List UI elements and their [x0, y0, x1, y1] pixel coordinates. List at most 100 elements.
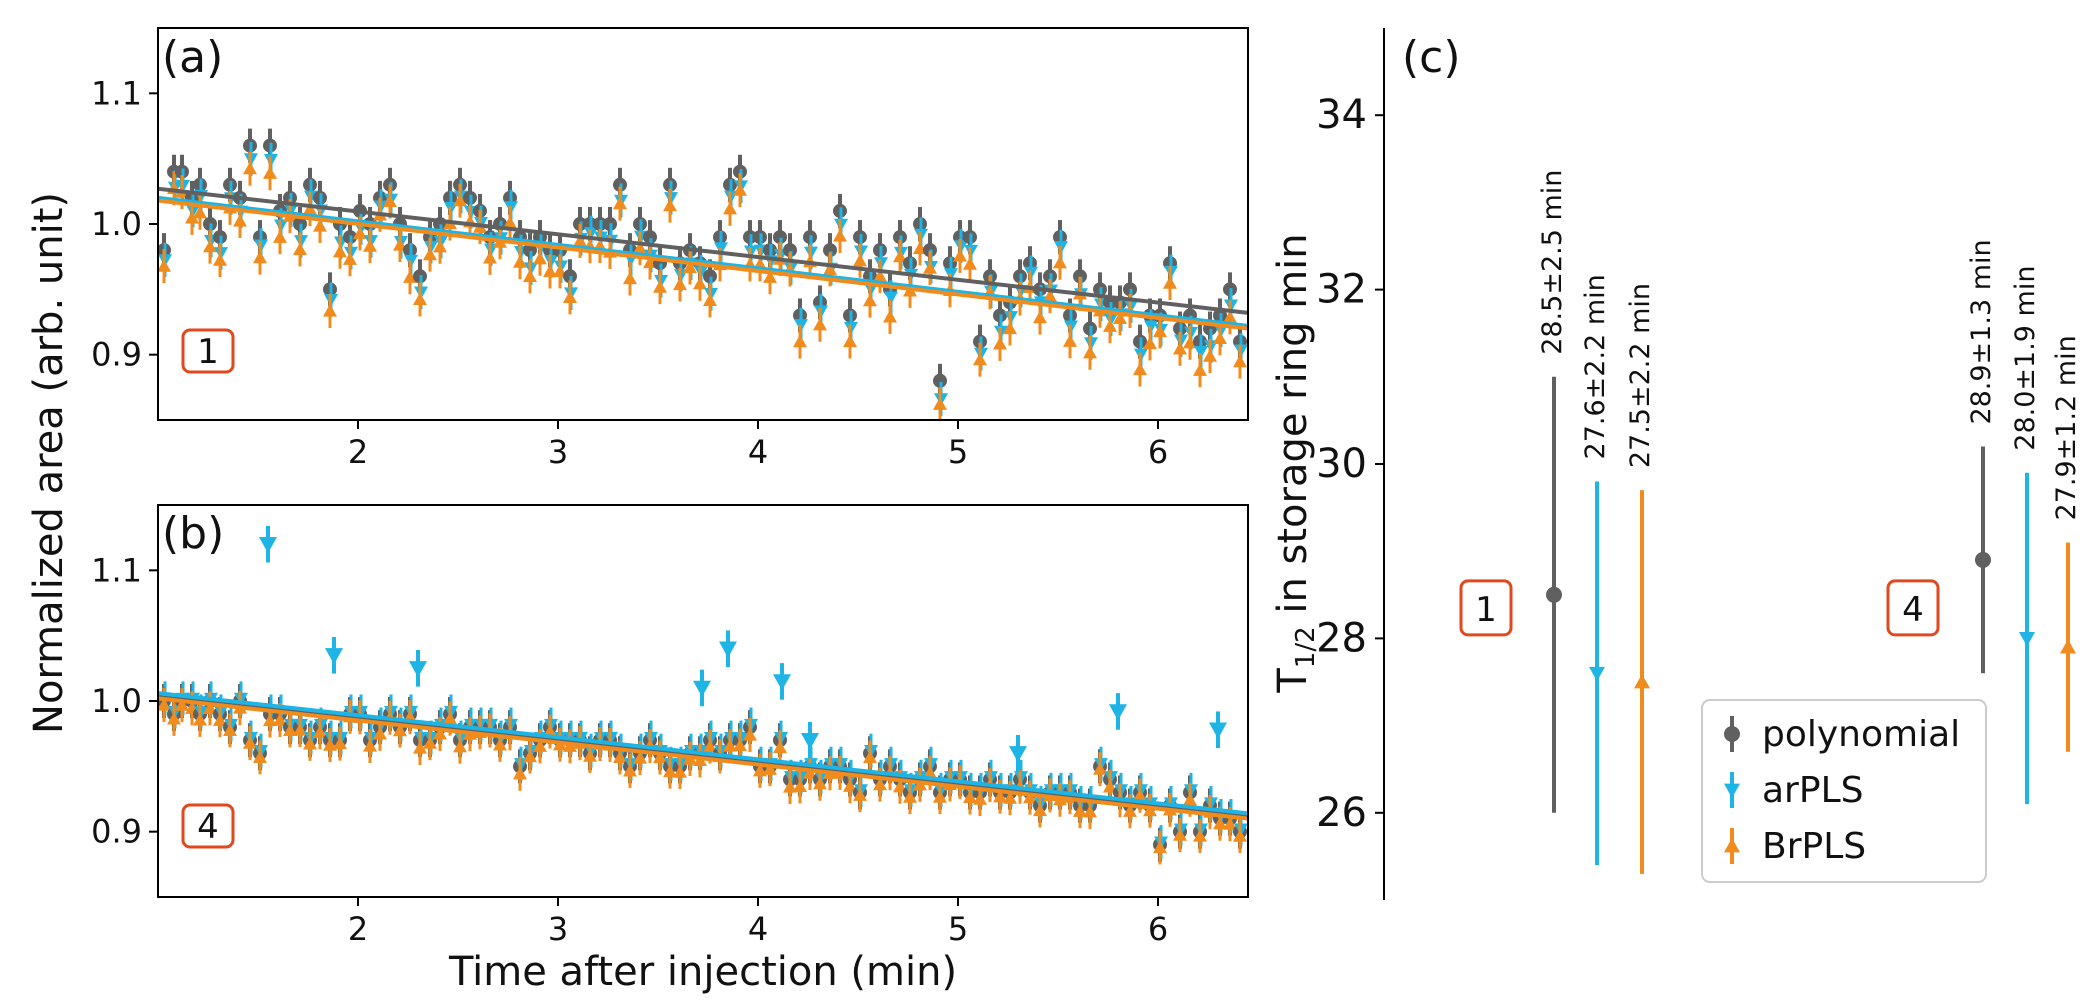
BrPLS-point [793, 334, 807, 348]
panel-c-sample-label: 1 [1475, 590, 1497, 630]
y-axis-title-ab: Normalized area (arb. unit) [26, 192, 72, 734]
BrPLS-point [1213, 816, 1227, 830]
BrPLS-point [653, 280, 667, 293]
BrPLS-point [743, 727, 757, 741]
y-tick-label: 1.1 [91, 551, 142, 589]
BrPLS-point [733, 183, 747, 196]
BrPLS-point [933, 790, 947, 803]
BrPLS-point [333, 736, 347, 750]
panel-a-ticks: 2 3 4 5 6 0.9 1.0 1.1 [91, 74, 1168, 471]
BrPLS-point [1143, 336, 1157, 350]
BrPLS-point [1043, 289, 1057, 302]
y-tick-label: 0.9 [91, 813, 142, 851]
x-tick-label: 3 [548, 433, 568, 471]
value-annotation: 27.9±1.2 min [2051, 335, 2082, 520]
x-tick-label: 6 [1148, 433, 1168, 471]
BrPLS-point [1173, 341, 1187, 355]
BrPLS-point [873, 777, 887, 791]
BrPLS-point [1103, 779, 1117, 793]
BrPLS-point [673, 277, 687, 291]
x-tick-label: 3 [548, 910, 568, 948]
BrPLS-point [433, 726, 447, 740]
BrPLS-point [763, 762, 777, 775]
BrPLS-point [253, 250, 267, 264]
BrPLS-point [783, 780, 797, 793]
panel-c-label: (c) [1402, 32, 1461, 83]
panel-b: 2 3 4 5 6 0.9 1.0 1.1 (b) 4 [91, 504, 1249, 948]
BrPLS-point [523, 269, 537, 283]
BrPLS-point [213, 713, 227, 726]
BrPLS-point [853, 788, 867, 801]
x-tick-label: 4 [748, 433, 768, 471]
BrPLS-point [333, 244, 347, 258]
polynomial-point [783, 243, 797, 258]
BrPLS-point [493, 737, 507, 751]
c-y-tick-label: 28 [1316, 615, 1367, 661]
BrPLS-point [1163, 276, 1177, 289]
polynomial-point [1073, 269, 1087, 284]
BrPLS-point [363, 239, 377, 252]
BrPLS-point [243, 736, 257, 749]
y-tick-label: 1.0 [91, 682, 142, 720]
arPLS-t-half-point [2019, 632, 2035, 647]
BrPLS-point [1033, 310, 1047, 324]
BrPLS-point [1153, 324, 1167, 338]
panel-c-sample-box [1459, 579, 1513, 637]
BrPLS-point [573, 233, 587, 247]
BrPLS-point [283, 723, 297, 737]
BrPLS-point [313, 725, 327, 738]
BrPLS-point [1223, 310, 1237, 323]
BrPLS-point [403, 270, 417, 283]
BrPLS-point [633, 750, 647, 764]
BrPLS-point [993, 336, 1007, 350]
legend-label: polynomial [1762, 714, 1960, 755]
BrPLS-point [223, 723, 237, 736]
arPLS-outlier-point [1109, 704, 1127, 721]
BrPLS-point [157, 698, 171, 711]
BrPLS-point [673, 765, 687, 778]
BrPLS-point [933, 397, 947, 410]
BrPLS-point [653, 750, 667, 764]
BrPLS-point [663, 764, 677, 778]
y-tick-label: 1.0 [91, 205, 142, 243]
x-tick-label: 6 [1148, 910, 1168, 948]
legend: polynomial arPLS BrPLS [1701, 699, 1987, 883]
BrPLS-t-half-point [2060, 639, 2076, 654]
BrPLS-point [1133, 362, 1147, 376]
BrPLS-point [813, 776, 827, 790]
BrPLS-point [433, 239, 447, 253]
BrPLS-point [273, 230, 287, 243]
BrPLS-fit-line [157, 696, 1249, 821]
BrPLS-point [423, 736, 437, 749]
BrPLS-point [793, 779, 807, 793]
BrPLS-point [303, 202, 317, 215]
BrPLS-point [293, 723, 307, 736]
polynomial-point [523, 243, 537, 258]
BrPLS-point [323, 303, 337, 317]
arPLS-point [884, 291, 898, 305]
BrPLS-point [523, 749, 537, 763]
ylabel-main: T [1270, 668, 1316, 694]
panel-c-y-axis-title: T1/2 in storage ring min [1270, 233, 1321, 693]
legend-frame [1701, 699, 1987, 883]
BrPLS-legend-marker [1724, 838, 1740, 853]
BrPLS-point [703, 739, 717, 753]
BrPLS-point [323, 738, 337, 751]
BrPLS-point [1173, 828, 1187, 841]
value-annotation: 28.0±1.9 min [2010, 266, 2041, 451]
y-tick-label: 1.1 [91, 74, 142, 112]
panel-b-ticks: 2 3 4 5 6 0.9 1.0 1.1 [91, 551, 1168, 948]
BrPLS-point [1003, 321, 1017, 335]
BrPLS-point [293, 242, 307, 256]
arPLS-outlier-point [801, 733, 819, 750]
BrPLS-point [483, 250, 497, 264]
BrPLS-point [193, 712, 207, 726]
BrPLS-t-half-point [1634, 674, 1650, 689]
panel-c-sample-label: 4 [1902, 590, 1924, 630]
BrPLS-point [453, 193, 467, 207]
BrPLS-point [185, 210, 199, 224]
panel-b-sample-box [181, 803, 235, 849]
BrPLS-point [243, 161, 257, 175]
arPLS-outlier-point [259, 537, 277, 554]
